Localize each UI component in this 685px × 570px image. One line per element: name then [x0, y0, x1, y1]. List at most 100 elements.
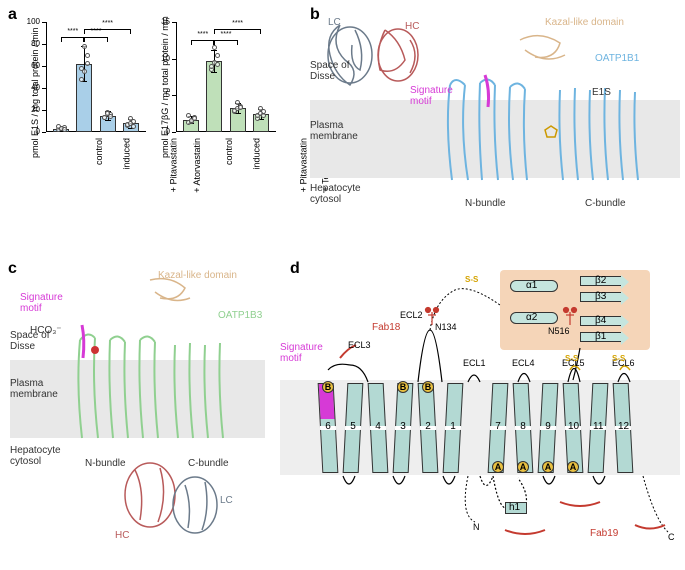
- ytick-label: 100: [24, 17, 40, 26]
- ecl4-label: ECL4: [512, 358, 535, 368]
- scatter-point: [215, 53, 220, 58]
- label-oatp-c: OATP1B3: [218, 310, 262, 321]
- ytick: [42, 110, 46, 111]
- scatter-point: [82, 44, 87, 49]
- ytick-label: 10: [154, 54, 170, 63]
- ytick: [42, 22, 46, 23]
- tm-num-12: 12: [618, 421, 628, 432]
- label-hc-c: HC: [115, 530, 129, 541]
- ytick: [42, 88, 46, 89]
- tm-num-1: 1: [448, 421, 458, 432]
- structure-oatp1b3: Kazal-like domain OATP1B3 Signature moti…: [10, 270, 265, 560]
- label-cytosol-b: Hepatocyte cytosol: [310, 183, 380, 205]
- error-cap: [105, 120, 111, 121]
- label-lc-b: LC: [328, 17, 341, 28]
- a-site-10: A: [567, 461, 579, 473]
- sig-bracket: [84, 37, 107, 41]
- b-site-2: B: [422, 381, 434, 393]
- h1-label: h1: [509, 502, 520, 513]
- xlabel: induced: [122, 138, 132, 170]
- ytick-label: 5: [154, 90, 170, 99]
- sig-bracket: [61, 37, 84, 41]
- sig-label: ****: [84, 20, 130, 27]
- beta4-label: β4: [595, 315, 606, 326]
- a-site-7: A: [492, 461, 504, 473]
- tm-num-5: 5: [348, 421, 358, 432]
- label-cbundle-c: C-bundle: [188, 458, 229, 469]
- error-cap: [211, 72, 217, 73]
- label-lc-c: LC: [220, 495, 233, 506]
- fab18-label: Fab18: [372, 322, 400, 333]
- tm-num-6: 6: [323, 421, 333, 432]
- ecl1-label: ECL1: [463, 358, 486, 368]
- label-oatp-b: OATP1B1: [595, 53, 639, 64]
- label-nbundle-c: N-bundle: [85, 458, 126, 469]
- chart-e17bg-ylabel: pmol E17βG / mg total protein / min: [160, 16, 170, 158]
- label-pm-b: Plasma membrane: [310, 120, 370, 142]
- ss-ecl5: S-S: [565, 354, 578, 363]
- n134-label: N134: [435, 322, 457, 332]
- sig-bracket: [84, 29, 130, 33]
- label-e1s: E1S: [592, 87, 611, 98]
- label-pm-c: Plasma membrane: [10, 378, 70, 400]
- tm-num-8: 8: [518, 421, 528, 432]
- sig-bracket: [214, 29, 260, 33]
- label-sig-c: Signature motif: [20, 292, 80, 314]
- beta1-label: β1: [595, 331, 606, 342]
- chart-e1s: pmol E1S / mg total protein / min 020406…: [40, 18, 150, 198]
- tm-num-3: 3: [398, 421, 408, 432]
- sig-label: ****: [191, 31, 214, 38]
- sig-bracket: [191, 40, 214, 44]
- n-term-label: N: [473, 522, 480, 532]
- structure-oatp1b1: LC HC Kazal-like domain OATP1B1 Signatur…: [310, 15, 680, 215]
- b-site-6: B: [322, 381, 334, 393]
- ytick: [42, 66, 46, 67]
- ytick-label: 15: [154, 17, 170, 26]
- ss-ecl6: S-S: [612, 354, 625, 363]
- ytick: [172, 59, 176, 60]
- label-sig-b: Signature motif: [410, 85, 470, 107]
- n516-label: N516: [548, 326, 570, 336]
- fab19-label: Fab19: [590, 528, 618, 539]
- sig-label: ****: [61, 28, 84, 35]
- ytick-label: 20: [24, 105, 40, 114]
- scatter-point: [79, 77, 84, 82]
- ytick-label: 40: [24, 83, 40, 92]
- ytick: [172, 132, 176, 133]
- tm-num-2: 2: [423, 421, 433, 432]
- sig-label: ****: [214, 20, 260, 27]
- tm-num-9: 9: [543, 421, 553, 432]
- tm-num-11: 11: [593, 421, 603, 432]
- ytick-label: 60: [24, 61, 40, 70]
- ytick-label: 0: [154, 127, 170, 136]
- ecl3-label: ECL3: [348, 340, 371, 350]
- label-kazal-b: Kazal-like domain: [545, 17, 625, 28]
- a-site-8: A: [517, 461, 529, 473]
- sig-label-d: Signature motif: [280, 342, 338, 364]
- xlabel: control: [224, 138, 234, 165]
- a-site-9: A: [542, 461, 554, 473]
- alpha2-label: α2: [526, 312, 537, 323]
- label-cbundle-b: C-bundle: [585, 198, 626, 209]
- sig-bracket: [214, 40, 237, 44]
- b-site-3: B: [397, 381, 409, 393]
- scatter-point: [85, 53, 90, 58]
- beta3-label: β3: [595, 291, 606, 302]
- scatter-point: [215, 62, 220, 67]
- label-disse-b: Space of Disse: [310, 60, 365, 82]
- xlabel: control: [94, 138, 104, 165]
- tm-num-7: 7: [493, 421, 503, 432]
- label-kazal-c: Kazal-like domain: [158, 270, 248, 281]
- ytick-label: 80: [24, 39, 40, 48]
- ytick: [172, 95, 176, 96]
- chart-e17bg: pmol E17βG / mg total protein / min 0510…: [170, 18, 280, 198]
- ytick-label: 0: [24, 127, 40, 136]
- scatter-point: [82, 69, 87, 74]
- tm-num-4: 4: [373, 421, 383, 432]
- label-cytosol-c: Hepatocyte cytosol: [10, 445, 80, 467]
- panel-a-label: a: [8, 6, 17, 24]
- c-term-label: C: [668, 532, 675, 542]
- ytick: [42, 44, 46, 45]
- label-nbundle-b: N-bundle: [465, 198, 506, 209]
- ecl2-label: ECL2: [400, 310, 423, 320]
